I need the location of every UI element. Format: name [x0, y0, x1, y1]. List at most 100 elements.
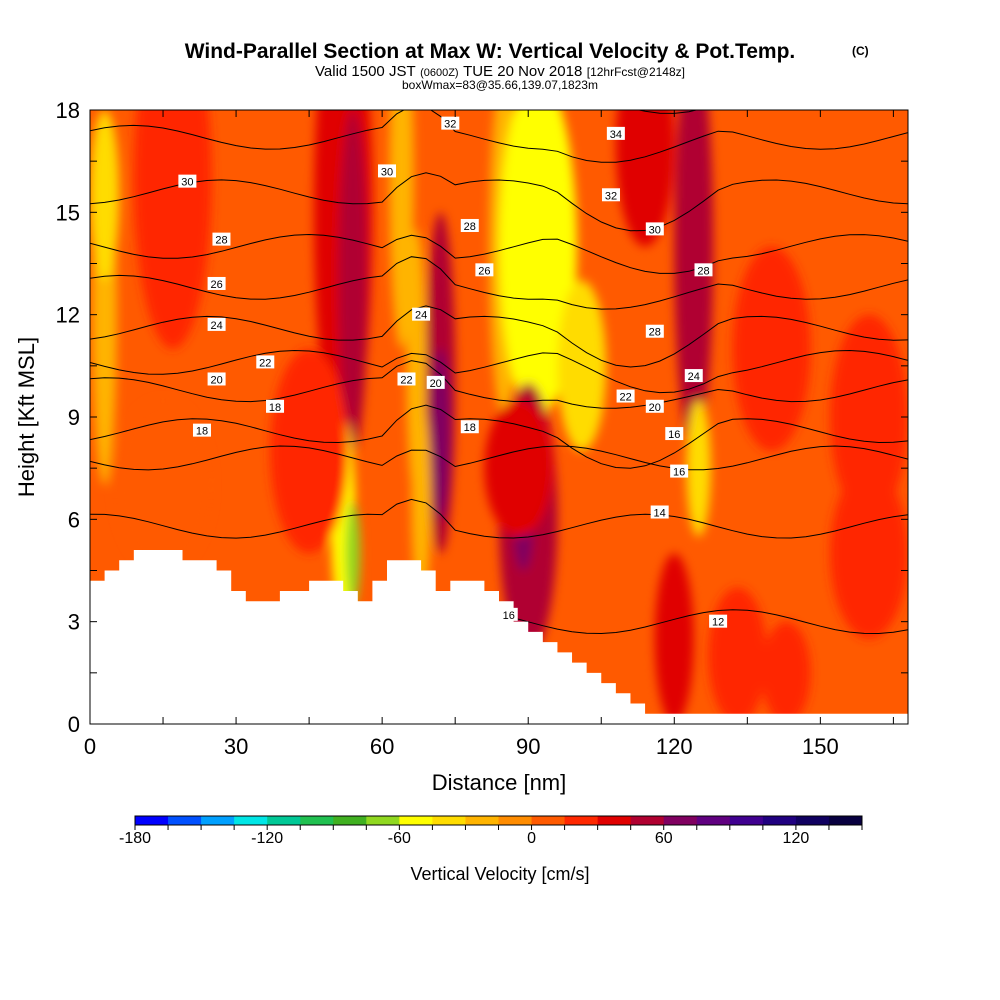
contour-label-text: 26 [210, 279, 222, 291]
x-tick-label: 0 [84, 734, 96, 759]
contour-label: 26 [207, 276, 226, 291]
contour-label: 20 [645, 399, 664, 414]
velocity-cell [411, 399, 431, 605]
contour-label-text: 20 [430, 378, 442, 390]
contour-label-text: 18 [196, 426, 208, 438]
colorbar-tick-label: 0 [527, 830, 536, 847]
colorbar-swatch [795, 816, 830, 825]
box-info: boxWmax=83@35.66,139.07,1823m [402, 78, 598, 92]
contour-label: 16 [670, 464, 689, 479]
contour-label: 20 [207, 372, 226, 386]
contour-label-text: 22 [619, 392, 631, 404]
valid-utc: (0600Z) [420, 67, 459, 79]
colorbar-swatch [597, 816, 632, 825]
contour-label-text: 16 [673, 467, 685, 479]
contour-label-text: 22 [400, 374, 412, 386]
contour-label-text: 30 [181, 177, 193, 189]
contour-label-text: 26 [478, 265, 490, 277]
valid-time-line: Valid 1500 JST (0600Z) TUE 20 Nov 2018 [… [315, 63, 685, 80]
contour-label: 20 [426, 375, 445, 390]
velocity-cell [345, 502, 361, 605]
theta-contour-32 [90, 110, 908, 163]
contour-label: 14 [650, 505, 669, 520]
colorbar-swatch [729, 816, 764, 825]
contour-label-text: 30 [381, 166, 393, 178]
contour-label-text: 12 [712, 617, 724, 629]
contour-label: 22 [616, 389, 635, 404]
colorbar-swatch [630, 816, 665, 825]
velocity-cell [686, 399, 711, 537]
terrain-mask [90, 550, 908, 724]
plot-area: 34 32 32 30 30 30 28 28 28 28 26 26 24 24 24 22 22 22 20 20… [90, 110, 908, 724]
colorbar-swatch [762, 816, 797, 825]
velocity-cell [674, 110, 714, 452]
contour-label-text: 32 [444, 119, 456, 131]
colorbar-tick-label: 120 [783, 830, 810, 847]
contour-label-text: 18 [464, 422, 476, 434]
theta-contour-28 [90, 233, 908, 274]
contour-label: 28 [694, 263, 713, 277]
velocity-cell [90, 110, 120, 281]
theta-contour-16 [90, 445, 908, 471]
y-tick-label: 15 [56, 200, 80, 225]
x-tick-label: 30 [224, 734, 248, 759]
x-tick-label: 90 [516, 734, 540, 759]
contour-label: 16 [665, 427, 684, 441]
copyright-mark: (C) [852, 44, 869, 58]
chart-title: Wind-Parallel Section at Max W: Vertical… [185, 40, 796, 63]
valid-prefix: Valid 1500 JST [315, 63, 416, 80]
theta-contour-20 [90, 360, 908, 409]
contour-label-text: 14 [654, 508, 666, 520]
velocity-cell [654, 553, 694, 724]
velocity-cell [615, 110, 675, 247]
colorbar: -180 -120 -60 0 60 120 [119, 815, 863, 847]
velocity-cell [708, 587, 767, 724]
contour-label-text: 28 [697, 265, 709, 277]
velocity-cell [484, 399, 553, 537]
theta-contour-26 [90, 256, 908, 310]
y-tick-label: 6 [68, 507, 80, 532]
contour-label: 16 [499, 607, 518, 622]
velocity-cell [133, 110, 212, 349]
velocity-cell [270, 348, 349, 554]
contour-label: 28 [212, 232, 231, 247]
velocity-cell [557, 280, 607, 452]
x-tick-label: 60 [370, 734, 394, 759]
colorbar-swatch [267, 816, 301, 825]
colorbar-tick-label: -120 [251, 830, 283, 847]
contour-label: 26 [475, 263, 494, 277]
contour-label: 30 [645, 222, 664, 236]
colorbar-swatch [366, 816, 400, 825]
velocity-cell [732, 246, 811, 452]
velocity-cell [114, 399, 212, 571]
contour-label-text: 22 [259, 357, 271, 369]
velocity-cell [830, 468, 908, 639]
velocity-cell [830, 314, 908, 520]
valid-forecast: [12hrFcst@2148z] [587, 65, 685, 79]
contour-label-text: 16 [668, 429, 680, 441]
contour-label: 30 [178, 174, 197, 189]
colorbar-swatch [564, 816, 599, 825]
contour-label: 24 [684, 369, 703, 383]
theta-contour-14 [90, 498, 908, 539]
contour-label: 22 [256, 355, 275, 369]
contour-label-text: 28 [649, 327, 661, 339]
contour-label-text: 34 [610, 129, 622, 141]
theta-contour-18 [90, 404, 908, 469]
velocity-cell [761, 621, 811, 724]
y-tick-label: 0 [68, 712, 80, 737]
colorbar-swatch [696, 816, 731, 825]
contour-label: 28 [460, 218, 479, 233]
colorbar-swatch [333, 816, 367, 825]
contour-label-text: 24 [415, 310, 427, 322]
colorbar-swatch [168, 816, 202, 825]
colorbar-swatch [432, 816, 466, 825]
colorbar-swatch [531, 816, 566, 825]
y-tick-label: 18 [56, 98, 80, 123]
contour-label: 28 [645, 324, 664, 339]
contour-label-text: 24 [688, 371, 700, 383]
vertical-velocity-field [90, 110, 908, 724]
contour-label: 18 [192, 423, 211, 438]
colorbar-swatch [399, 816, 433, 825]
colorbar-swatch [135, 816, 169, 825]
